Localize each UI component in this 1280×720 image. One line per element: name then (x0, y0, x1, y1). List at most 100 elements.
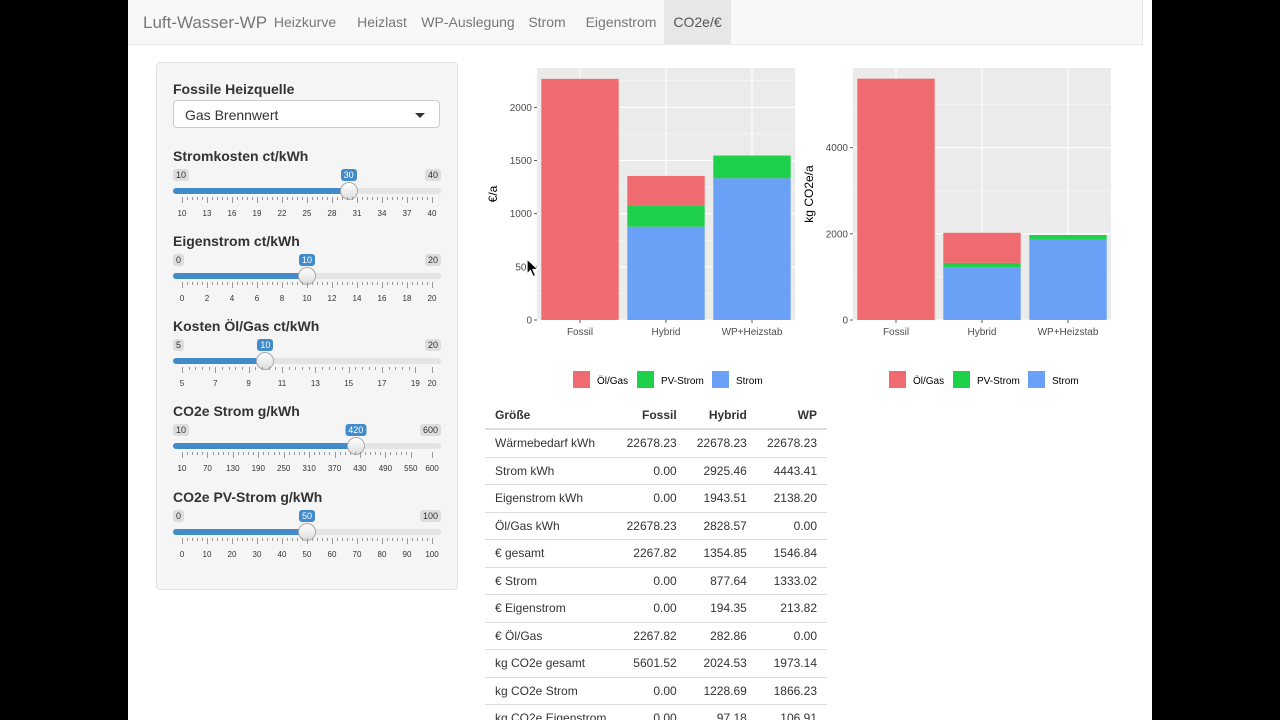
input-panel: Fossile Heizquelle Gas Brennwert Stromko… (156, 62, 458, 590)
slider-tick (182, 367, 183, 373)
slider-minor-tick (417, 538, 418, 541)
slider-minor-tick (427, 538, 428, 541)
slider-tick-label: 310 (302, 464, 316, 473)
slider-co2e-pv-strom[interactable]: 0 100 50 0 10 20 30 40 50 60 70 80 90 100 (173, 510, 441, 572)
co2-bar-oel-gas (857, 78, 935, 320)
table-cell: 1333.02 (756, 566, 827, 595)
slider-minor-tick (202, 282, 203, 285)
slider-tick-label: 9 (246, 379, 251, 388)
slider-tick-label: 100 (425, 550, 439, 559)
slider-minor-tick (202, 367, 203, 370)
slider-tick (257, 538, 258, 544)
co2-x-tick-label: Fossil (883, 327, 909, 338)
slider-minor-tick (217, 538, 218, 541)
slider-label-co2e-pv-strom: CO2e PV-Strom g/kWh (173, 489, 323, 505)
slider-minor-tick (412, 538, 413, 541)
slider-tick (432, 367, 433, 373)
slider-co2e-strom[interactable]: 10 600 420 10 70 130 190 250 310 370 430 490 550 600 (173, 424, 441, 486)
cost-bar-oel-gas (541, 78, 619, 320)
fuel-select-value: Gas Brennwert (185, 107, 279, 123)
slider-minor-tick (327, 538, 328, 541)
slider-minor-tick (237, 538, 238, 541)
slider-tick-label: 18 (402, 294, 412, 303)
slider-minor-tick (324, 452, 326, 455)
tab-eigenstrom[interactable]: Eigenstrom (585, 14, 657, 30)
slider-minor-tick (252, 538, 253, 541)
table-row: Strom kWh 0.00 2925.46 4443.41 (485, 456, 827, 485)
cost-legend-label: Strom (736, 376, 763, 387)
slider-minor-tick (344, 452, 346, 455)
slider-minor-tick (352, 538, 353, 541)
tab-wp-auslegung[interactable]: WP-Auslegung (421, 14, 515, 30)
slider-tick-label: 0 (179, 550, 185, 559)
slider-minor-tick (372, 538, 373, 541)
slider-minor-tick (227, 452, 229, 455)
co2-bar-pv-strom (943, 262, 1021, 268)
slider-tick-label: 130 (226, 464, 240, 473)
slider-minor-tick (275, 367, 277, 370)
slider-tick-label: 37 (402, 209, 412, 218)
cost-bar-strom (713, 178, 791, 320)
slider-minor-tick (365, 452, 367, 455)
slider-min-label: 0 (173, 510, 185, 522)
table-cell: 0.00 (616, 484, 687, 512)
table-cell: 0.00 (616, 594, 687, 622)
cost-bar-pv-strom (627, 206, 705, 227)
slider-track[interactable] (173, 358, 441, 364)
slider-minor-tick (355, 367, 357, 370)
slider-minor-tick (192, 452, 194, 455)
slider-tick-label: 16 (227, 209, 237, 218)
slider-handle[interactable] (256, 352, 275, 370)
slider-minor-tick (187, 538, 188, 541)
slider-tick (232, 282, 233, 288)
slider-minor-tick (298, 452, 300, 455)
slider-minor-tick (308, 367, 310, 370)
slider-minor-tick (242, 282, 243, 285)
table-cell: 1866.23 (756, 676, 827, 705)
col-header-fossil: Fossil (616, 401, 687, 430)
slider-minor-tick (222, 197, 223, 200)
tab-heizlast[interactable]: Heizlast (357, 14, 407, 30)
slider-tick-label: 250 (277, 464, 291, 473)
slider-minor-tick (197, 197, 198, 200)
slider-kosten-oel-gas[interactable]: 5 20 10 5 7 9 11 13 15 17 19 20 (173, 339, 441, 401)
slider-minor-tick (267, 282, 268, 285)
row-label: kg CO2e Strom (485, 676, 617, 705)
slider-minor-tick (317, 282, 318, 285)
slider-eigenstrom[interactable]: 0 20 10 0 2 4 6 8 10 12 14 16 18 20 (173, 254, 441, 316)
mouse-cursor-icon (526, 258, 540, 278)
table-cell: 2828.57 (686, 511, 757, 540)
cost-legend-label: Öl/Gas (597, 375, 628, 387)
tab-co2e-euro[interactable]: CO2e/€ (664, 0, 731, 44)
table-cell: 213.82 (756, 594, 827, 622)
col-header-hybrid: Hybrid (686, 401, 757, 430)
slider-tick (232, 197, 233, 203)
row-label: Strom kWh (485, 456, 617, 485)
table-header-row: Größe Fossil Hybrid WP (485, 401, 827, 430)
tab-heizkurve[interactable]: Heizkurve (273, 14, 337, 30)
slider-minor-tick (243, 452, 245, 455)
slider-minor-tick (327, 197, 328, 200)
slider-minor-tick (317, 538, 318, 541)
slider-minor-tick (287, 197, 288, 200)
slider-tick (407, 282, 408, 288)
slider-minor-tick (395, 367, 397, 370)
tab-strom[interactable]: Strom (528, 14, 566, 30)
slider-stromkosten[interactable]: 10 40 30 10 13 16 19 22 25 28 31 34 37 40 (173, 169, 441, 231)
slider-minor-tick (227, 538, 228, 541)
fuel-select[interactable]: Gas Brennwert (173, 100, 440, 128)
cost-bar-strom (627, 226, 705, 320)
app-brand[interactable]: Luft-Wasser-WP (143, 13, 268, 32)
slider-tick (282, 538, 283, 544)
table-cell: 0.00 (756, 621, 827, 650)
co2-x-tick-label: Hybrid (968, 327, 997, 338)
slider-minor-tick (362, 197, 363, 200)
slider-minor-tick (288, 367, 290, 370)
table-row: kg CO2e gesamt 5601.52 2024.53 1973.14 (485, 649, 827, 677)
slider-handle[interactable] (339, 182, 358, 200)
slider-tick-label: 430 (353, 464, 367, 473)
slider-minor-tick (262, 367, 263, 370)
slider-minor-tick (297, 538, 298, 541)
slider-minor-tick (237, 197, 238, 200)
co2-legend-key-pv-strom (953, 371, 970, 388)
